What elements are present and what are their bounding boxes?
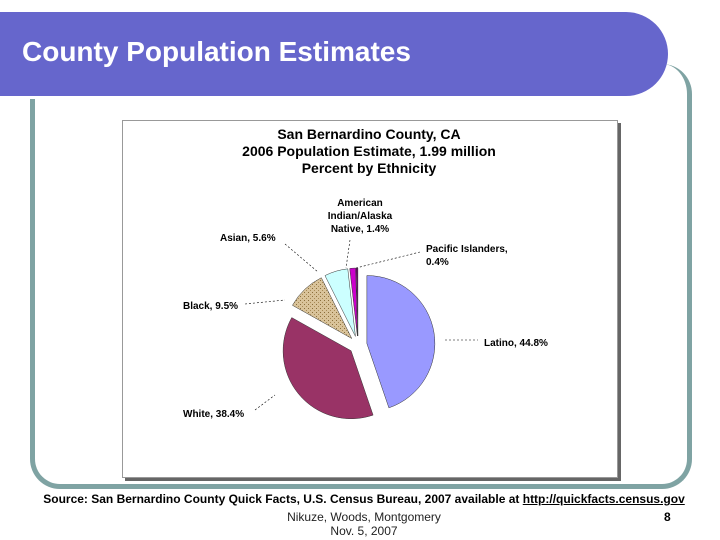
leader-lines: [244, 239, 478, 411]
title-bar: [0, 12, 668, 96]
source-link[interactable]: http://quickfacts.census.gov: [522, 492, 685, 506]
source: Source: San Bernardino County Quick Fact…: [0, 492, 720, 506]
chart-title-line: Percent by Ethnicity: [301, 160, 437, 176]
pie-slice: [349, 267, 358, 337]
page-number: 8: [664, 510, 671, 524]
chart-title-line: San Bernardino County, CA: [277, 126, 461, 142]
footer-authors: Nikuze, Woods, Montgomery: [287, 510, 441, 524]
slice-label: Latino, 44.8%: [484, 338, 548, 349]
chart-title-line: 2006 Population Estimate, 1.99 million: [242, 143, 496, 159]
pie-slice: [355, 267, 359, 337]
pie-slice: [324, 268, 356, 337]
chart-title: San Bernardino County, CA 2006 Populatio…: [122, 126, 616, 177]
slice-label: Black, 9.5%: [183, 301, 239, 312]
footer-date: Nov. 5, 2007: [330, 524, 398, 538]
slice-label: Asian, 5.6%: [220, 233, 276, 244]
pie-slice: [282, 317, 374, 419]
pie-slice: [366, 275, 436, 409]
slide-title: County Population Estimates: [22, 36, 411, 67]
slice-label: Pacific Islanders, 0.4%: [426, 244, 508, 268]
source-text: Source: San Bernardino County Quick Fact…: [43, 492, 520, 506]
slice-label: American Indian/Alaska Native, 1.4%: [327, 198, 393, 235]
title-underline: [0, 96, 640, 99]
slide-frame: [30, 64, 692, 489]
pie-slice: [292, 277, 353, 340]
slice-label: White, 38.4%: [183, 409, 245, 420]
